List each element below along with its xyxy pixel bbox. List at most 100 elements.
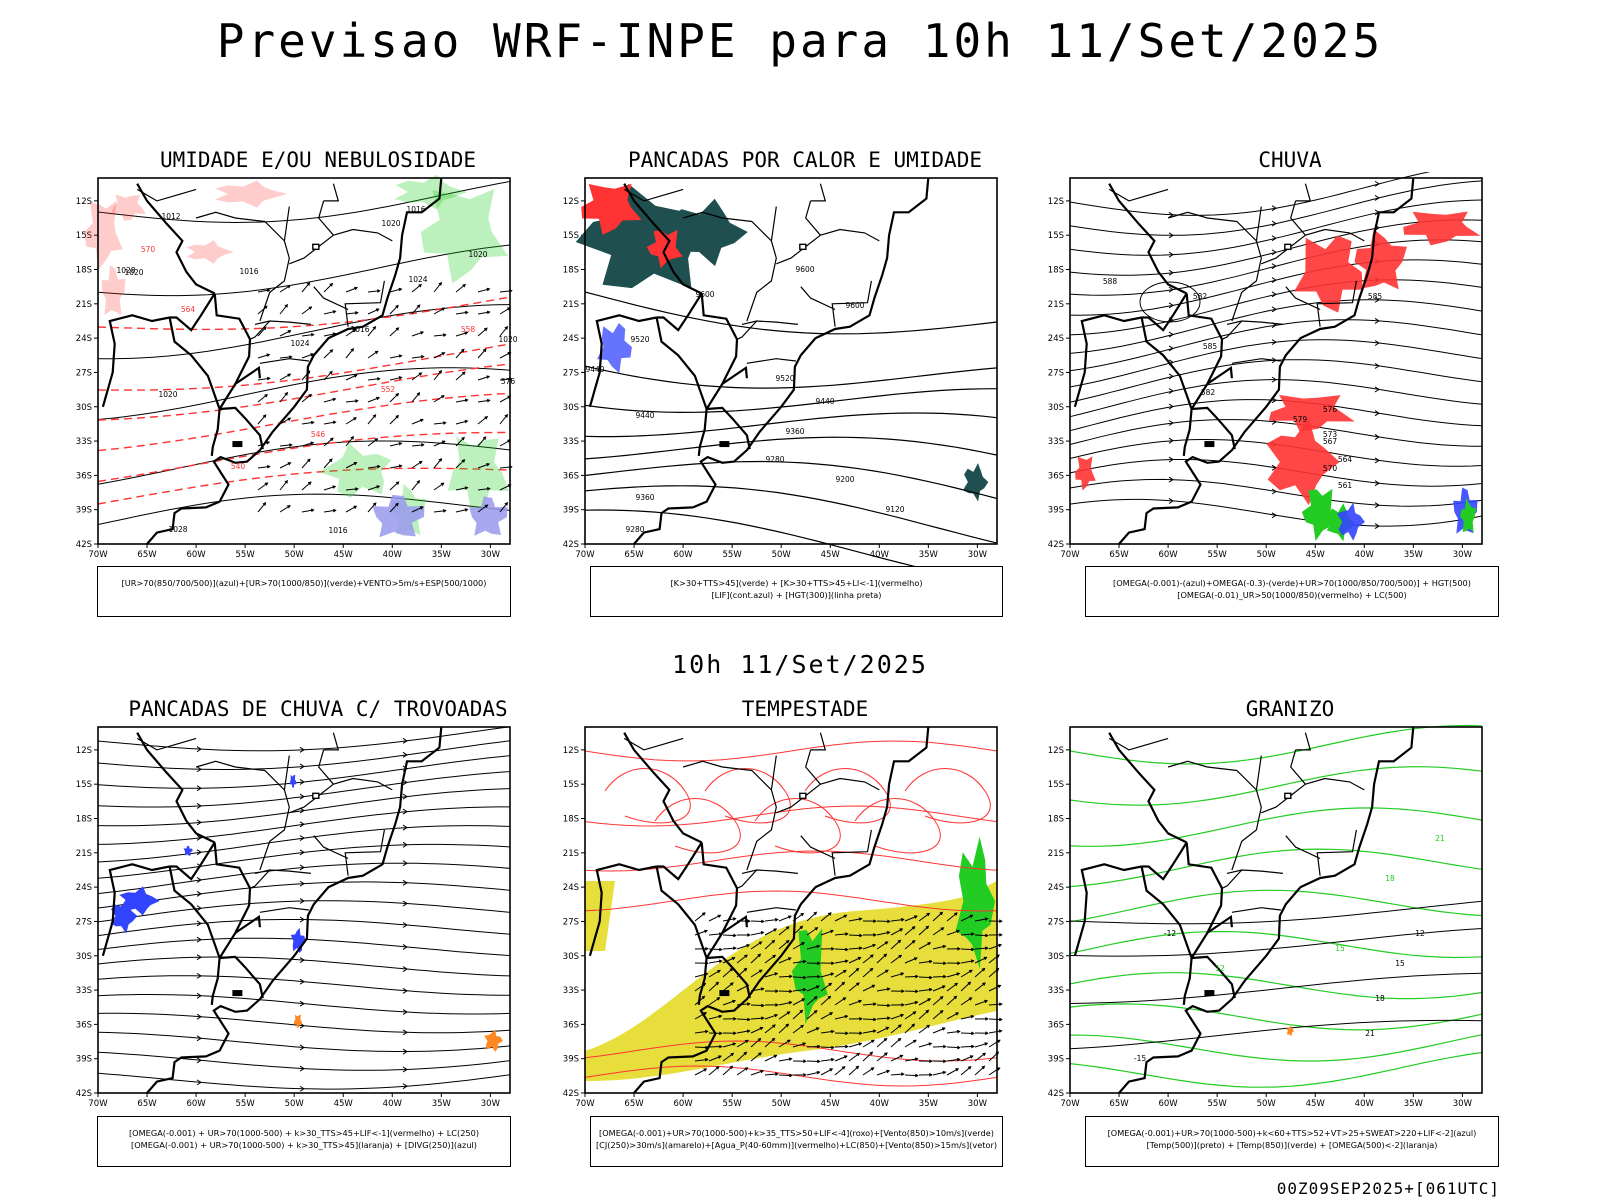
wind-vector-head <box>914 1057 919 1061</box>
cyclone-circulation <box>1139 281 1201 323</box>
state-border <box>1221 320 1243 340</box>
wind-vector-head <box>443 421 447 425</box>
wind-vector-head <box>899 1054 904 1059</box>
country-border <box>706 406 751 450</box>
state-border <box>249 869 271 889</box>
contour-line <box>1069 1034 1483 1062</box>
panel-tempestade: TEMPESTADE 12S 15S 18S 21S 24S 27S 30S 33S 36S 39… <box>555 697 1055 1197</box>
wind-vector-head <box>733 1031 737 1035</box>
state-border <box>776 783 821 814</box>
panel-granizo: GRANIZO 12S 15S 18S 21S 24S 27S 30S 33S 36S 39S 42… <box>1040 697 1540 1197</box>
wind-vector-head <box>464 310 469 315</box>
streamline-arrow <box>299 835 305 842</box>
lat-tick-label: 12S <box>76 746 92 756</box>
contour-line <box>584 890 998 912</box>
wind-vector-head <box>438 281 443 286</box>
wind-vector-head <box>969 914 974 919</box>
wind-vector-head <box>981 1065 986 1070</box>
wind-vector-head <box>997 984 1002 989</box>
lagoa-mirim <box>719 990 730 997</box>
state-border <box>289 783 334 814</box>
wind-vector-head <box>264 482 269 486</box>
state-border <box>313 286 349 311</box>
lat-tick-label: 39S <box>1048 506 1064 516</box>
lat-tick-label: 21S <box>1048 849 1064 859</box>
streamline-arrow <box>1168 420 1174 426</box>
wind-vector-head <box>262 414 267 418</box>
wind-vector-head <box>997 1039 1001 1043</box>
map-frame <box>584 726 998 1094</box>
lat-tick-label: 33S <box>1048 986 1064 996</box>
country-border <box>623 183 703 295</box>
valid-time-title: 10h 11/Set/2025 <box>672 650 928 679</box>
panel-title: GRANIZO <box>1245 697 1335 721</box>
lagoa-mirim <box>1204 990 1215 997</box>
streamline-arrow <box>1168 403 1174 410</box>
wind-vector-head <box>801 942 806 946</box>
legend-line: [UR>70(850/700/500)](azul)+[UR>70(1000/8… <box>121 578 487 588</box>
streamline-arrow <box>402 1066 408 1073</box>
streamline-arrow <box>1168 269 1174 276</box>
country-border <box>219 955 264 999</box>
state-border <box>136 188 197 202</box>
wind-vector-head <box>953 995 958 1000</box>
lat-tick-label: 15S <box>1048 231 1064 241</box>
streamline-arrow <box>1374 523 1380 529</box>
wind-vector-head <box>813 1010 818 1014</box>
streamline-arrow <box>1168 211 1174 218</box>
state-border <box>259 907 309 913</box>
wind-vector-head <box>942 944 947 949</box>
state-border <box>1231 358 1281 364</box>
wind-vector-head <box>872 943 877 948</box>
country-border <box>1141 841 1188 881</box>
wind-vector-head <box>928 987 933 992</box>
wind-vector-head <box>940 927 945 931</box>
panel-umidade: UMIDADE E/OU NEBULOSIDADE 12S 15S 18S 21S 24… <box>68 148 568 648</box>
country-border <box>1182 957 1193 1006</box>
lat-tick-label: 30S <box>1048 403 1064 413</box>
lat-tick-label: 36S <box>76 1020 92 1030</box>
wind-vector-head <box>441 307 446 311</box>
wind-vector-head <box>461 436 465 441</box>
lon-tick-label: 40W <box>383 1099 403 1109</box>
wind-vector-head <box>354 311 359 315</box>
lon-tick-label: 30W <box>1453 550 1473 560</box>
lon-tick-label: 55W <box>1208 1099 1228 1109</box>
lon-tick-label: 60W <box>673 1099 693 1109</box>
lat-tick-label: 21S <box>563 849 579 859</box>
wind-vector-head <box>984 917 989 921</box>
wind-vector-head <box>841 1066 846 1070</box>
streamline-arrow <box>1168 373 1174 380</box>
country-border <box>1191 955 1236 999</box>
state-border <box>800 835 836 860</box>
lat-tick-label: 18S <box>1048 815 1064 825</box>
streamline-arrow <box>1374 410 1380 417</box>
wind-vector-head <box>967 1066 972 1070</box>
country-border <box>101 863 170 957</box>
wind-vector-head <box>858 999 863 1004</box>
wind-vector-head <box>760 1069 765 1074</box>
lat-tick-label: 18S <box>563 815 579 825</box>
wind-vector-head <box>372 326 377 330</box>
panel-title: PANCADAS POR CALOR E UMIDADE <box>627 148 982 172</box>
lagoa-mirim <box>232 441 243 448</box>
wind-vector-head <box>954 912 958 916</box>
lat-tick-label: 33S <box>76 437 92 447</box>
state-border <box>810 732 827 751</box>
divergence-blue <box>290 927 306 953</box>
wind-vector-head <box>307 458 311 463</box>
streamline-arrow <box>402 1009 408 1015</box>
state-border <box>736 869 758 889</box>
wind-vector-head <box>701 995 706 1000</box>
wind-vector-head <box>744 1067 749 1071</box>
streamline-arrow <box>196 920 202 927</box>
humidity-red <box>101 265 126 316</box>
contour-line <box>584 412 998 438</box>
wind-vector-head <box>398 464 403 468</box>
state-border <box>318 200 334 236</box>
lon-tick-label: 60W <box>1158 550 1178 560</box>
streamline-arrow <box>1168 498 1174 504</box>
wind-vector-head <box>829 1068 834 1072</box>
wind-vector-head <box>816 944 821 949</box>
